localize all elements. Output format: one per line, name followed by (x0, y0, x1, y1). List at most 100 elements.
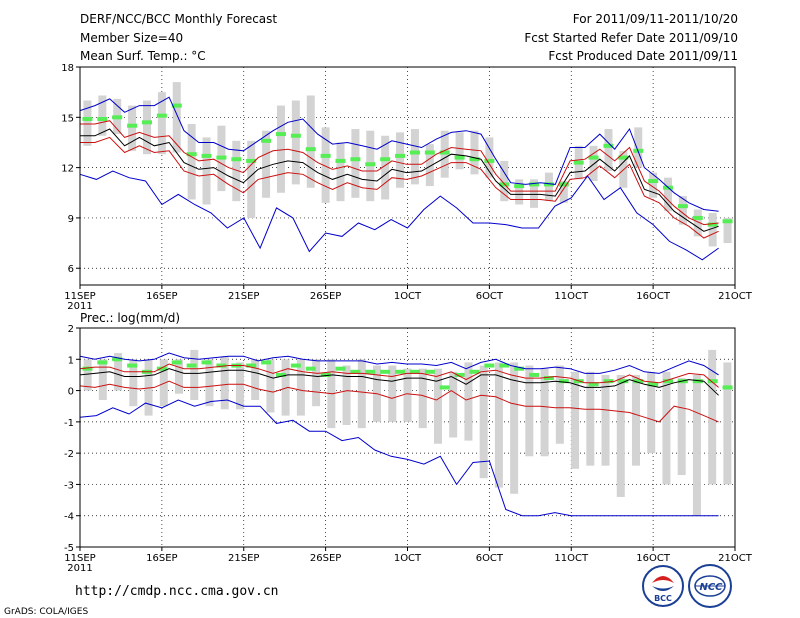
precipitation-spread-box (723, 362, 732, 485)
precipitation-ytick-label: -4 (64, 512, 74, 523)
temperature-spread-box (306, 95, 315, 188)
precipitation-spread-box (464, 362, 473, 441)
temperature-spread-box (604, 129, 613, 171)
precipitation-ytick-label: -5 (64, 543, 74, 554)
temperature-spread-box (262, 130, 271, 198)
precipitation-median-mark (558, 379, 569, 384)
forecast-period: For 2011/09/11-2011/10/20 (573, 12, 738, 26)
temperature-spread-box (351, 129, 360, 198)
temperature-median-mark (365, 162, 376, 167)
temperature-ytick-label: 12 (61, 164, 74, 175)
temperature-spread-box (232, 140, 241, 202)
precipitation-upper-inner-line (79, 363, 719, 388)
temperature-spread-box (247, 140, 256, 218)
temperature-spread-box (634, 127, 643, 168)
precipitation-ensemble-mean-line (79, 368, 719, 396)
precipitation-xtick-label: 11OCT (554, 553, 589, 564)
precipitation-xtick-label: 6OCT (476, 553, 504, 564)
temperature-median-mark (186, 152, 197, 157)
precipitation-xtick-label: 26SEP (310, 553, 341, 564)
precipitation-median-mark (201, 360, 212, 365)
temperature-xtick-label: 11OCT (554, 291, 589, 302)
precipitation-spread-box (708, 349, 717, 485)
temperature-median-mark (603, 143, 614, 148)
precipitation-median-mark (320, 372, 331, 377)
temperature-ensemble-max-line (79, 96, 719, 212)
temperature-median-mark (246, 158, 257, 163)
precipitation-median-mark (648, 382, 659, 387)
precipitation-spread-box (479, 365, 488, 479)
temperature-spread-box (693, 209, 702, 237)
precipitation-median-mark (722, 385, 733, 390)
temperature-spread-box (410, 129, 419, 185)
temperature-median-mark (648, 179, 659, 184)
temperature-xtick-label: 11SEP (64, 291, 95, 302)
source-url[interactable]: http://cmdp.ncc.cma.gov.cn (75, 584, 279, 599)
temperature-spread-box (202, 137, 211, 205)
temperature-median-mark (156, 113, 167, 118)
temperature-spread-box (128, 105, 137, 151)
temperature-spread-box (664, 177, 673, 212)
precipitation-y-ticks: -5 -4 -3 -2 -1 0 1 2 (64, 324, 80, 554)
precipitation-spread-box (555, 365, 564, 444)
precipitation-median-mark (469, 369, 480, 374)
precipitation-spread-box (677, 378, 686, 476)
bcc-logo: BCC (642, 565, 684, 607)
temperature-lower-inner-line (80, 136, 719, 239)
temperature-ensemble-min-line (79, 170, 719, 261)
precipitation-ensemble-min-line (79, 399, 719, 517)
precipitation-xtick-label: 21OCT (718, 553, 753, 564)
precipitation-spread-box (159, 359, 168, 407)
temperature-spread-box (336, 142, 345, 202)
precipitation-spread-box (220, 356, 229, 410)
precipitation-x-ticks: 11SEP 16SEP 21SEP 26SEP 1OCT 6OCT 11OCT 16OCT 21… (64, 547, 753, 574)
temperature-xtick-label: 21OCT (718, 291, 753, 302)
precipitation-spread-box (449, 371, 458, 438)
temperature-median-mark (469, 157, 480, 162)
temperature-x-ticks: 11SEP 16SEP 21SEP 26SEP 1OCT 6OCT 11OCT 16OCT 21… (64, 285, 753, 312)
precipitation-spread-box (692, 374, 701, 516)
temperature-median-mark (677, 204, 688, 209)
precipitation-median-mark (156, 366, 167, 371)
precipitation-median-mark (186, 363, 197, 368)
precipitation-spread-box (281, 359, 290, 416)
temperature-median-mark (543, 182, 554, 187)
precipitation-spread-box (190, 349, 199, 400)
precipitation-median-mark (543, 376, 554, 381)
precipitation-median-mark (439, 385, 450, 390)
temperature-spread-box (470, 130, 479, 175)
precipitation-spread-box (510, 362, 519, 494)
precipitation-spread-box (418, 368, 427, 429)
temperature-spread-box (321, 127, 330, 203)
temperature-median-mark (722, 219, 733, 224)
precipitation-spread-box (251, 359, 260, 400)
temperature-xtick-label: 6OCT (476, 291, 504, 302)
precipitation-spread-box (114, 353, 123, 391)
temperature-spread-box (157, 92, 166, 155)
temperature-ytick-label: 18 (61, 63, 74, 74)
precipitation-ytick-label: 2 (68, 324, 74, 335)
precipitation-median-mark (395, 369, 406, 374)
temperature-upper-inner-line (80, 120, 719, 226)
temperature-median-mark (231, 157, 242, 162)
temperature-median-mark (588, 155, 599, 160)
temperature-xtick-label: 21SEP (228, 291, 259, 302)
temperature-median-mark (261, 138, 272, 143)
temperature-spread-box (485, 137, 494, 178)
precipitation-median-mark (499, 363, 510, 368)
precipitation-spread-box (631, 374, 640, 466)
precipitation-spread-box (540, 368, 549, 457)
temperature-spread-box (500, 160, 509, 202)
temperature-median-mark (618, 155, 629, 160)
temperature-median-mark (573, 160, 584, 165)
precipitation-median-mark (171, 360, 182, 365)
precipitation-spread-box (83, 359, 92, 391)
precipitation-median-mark (424, 369, 435, 374)
temperature-xtick-label: 26SEP (310, 291, 341, 302)
precipitation-median-mark (514, 366, 525, 371)
fcst-started-date: Fcst Started Refer Date 2011/09/10 (524, 31, 738, 45)
temperature-spread-box (678, 196, 687, 225)
temperature-spread-box (142, 100, 151, 155)
precipitation-median-mark (707, 379, 718, 384)
